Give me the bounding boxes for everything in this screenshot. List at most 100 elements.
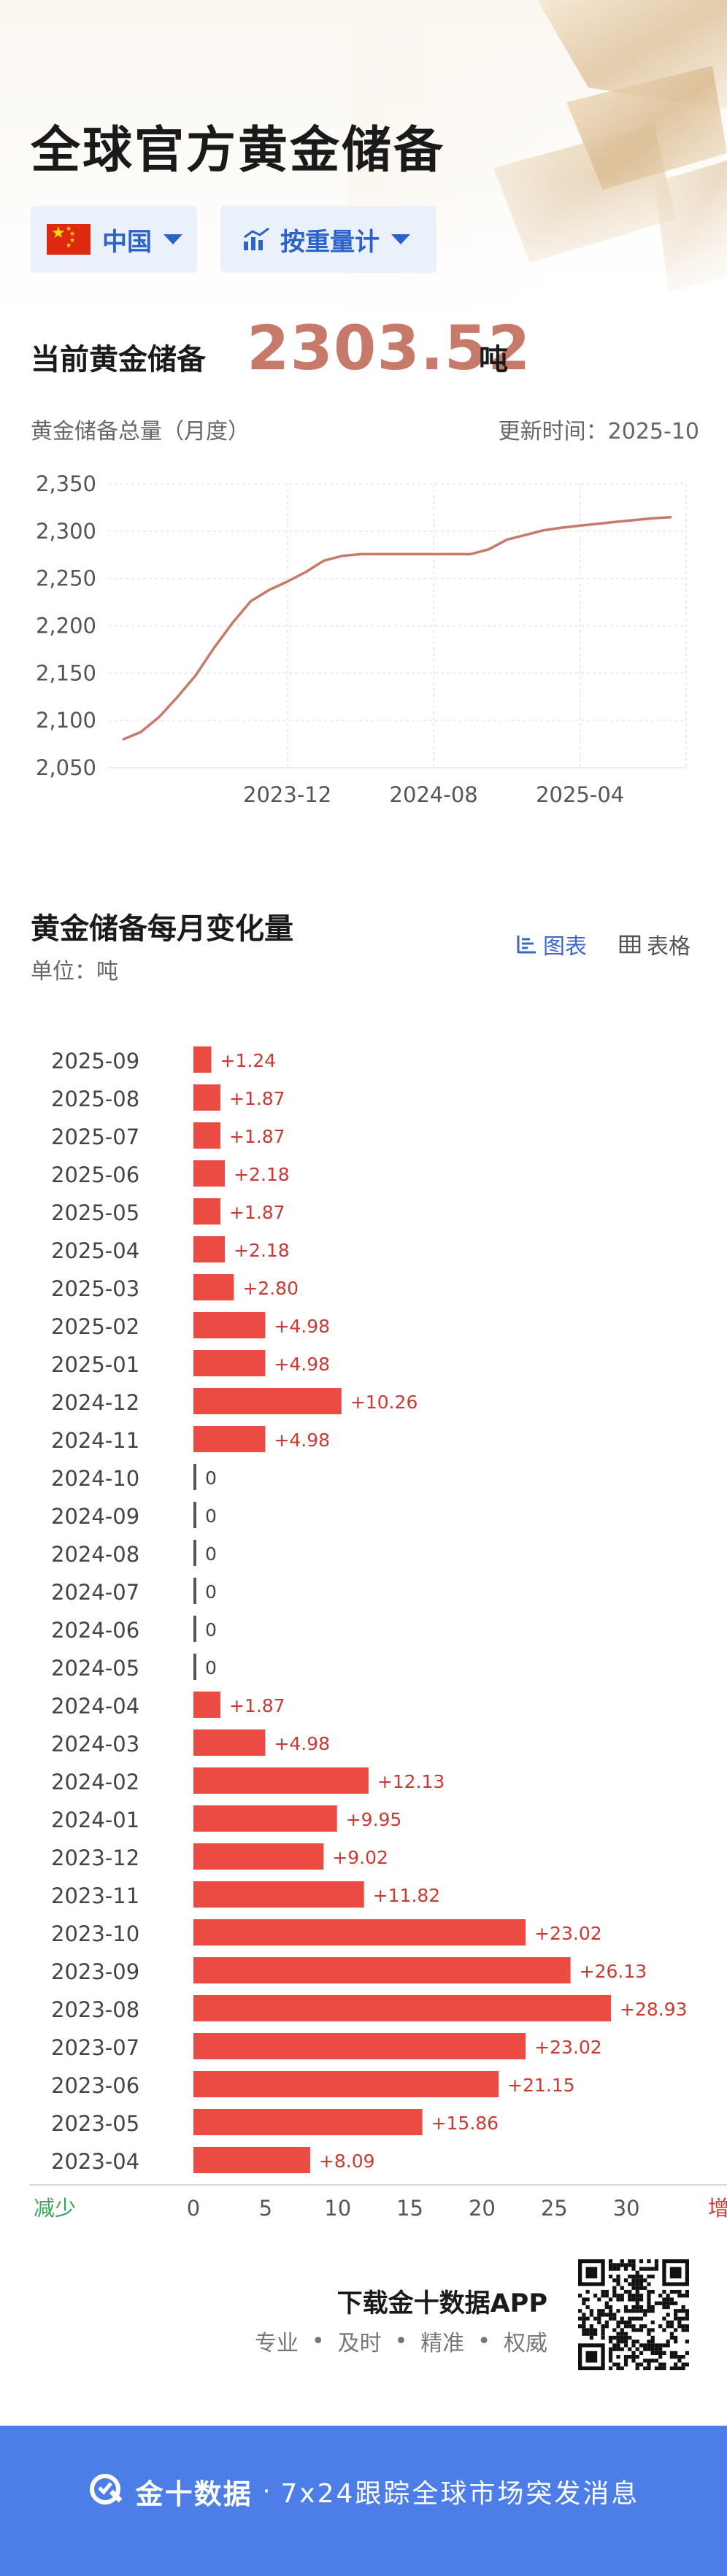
qr-module [608,2267,613,2271]
view-chart-label: 图表 [543,934,587,960]
bar-category-label: 2023-09 [51,1959,139,1984]
qr-module [623,2278,628,2283]
qr-module [635,2305,639,2310]
reserve-total-line [122,515,672,741]
qr-module [647,2305,651,2310]
qr-module [647,2309,651,2313]
bar-mark [193,1350,266,1376]
qr-module [601,2313,605,2317]
measure-mode-selector[interactable]: 按重量计 [220,206,436,273]
bar-value-label: +10.26 [350,1392,418,1413]
qr-module [593,2316,598,2321]
bar-category-label: 2023-12 [51,1846,139,1870]
bar-mark [193,1502,196,1528]
bar-mark [193,1995,611,2021]
qr-module [582,2316,586,2321]
qr-module [681,2316,685,2321]
bar-category-label: 2023-10 [51,1921,139,1946]
qr-module [647,2267,651,2271]
qr-module [628,2316,632,2321]
bar-mark [193,1274,234,1300]
qr-module [589,2309,593,2313]
qr-module [616,2362,620,2367]
bar-mark [193,1046,212,1073]
qr-module [666,2313,670,2317]
qr-module [658,2347,663,2351]
qr-module [628,2282,632,2286]
current-reserve-value: 2303.52 [247,312,531,384]
qr-module [658,2294,663,2298]
qr-module [631,2282,636,2286]
monthly-change-title: 黄金储备每月变化量 [31,912,293,946]
qr-module [582,2297,586,2302]
view-table-toggle[interactable]: 表格 [619,928,691,960]
qr-module [643,2286,647,2290]
monthly-change-unit: 单位：吨 [31,959,118,984]
qr-module [662,2362,666,2367]
qr-module [620,2294,624,2298]
qr-module [674,2309,678,2313]
bar-value-label: +4.98 [274,1733,330,1754]
qr-module [612,2362,617,2367]
bar-value-label: +12.13 [377,1771,445,1792]
qr-module [685,2289,689,2294]
bar-mark [193,1236,226,1262]
qr-module [628,2259,632,2264]
qr-module [612,2343,617,2348]
qr-module [608,2347,613,2351]
qr-module [654,2259,659,2264]
bar-value-label: 0 [205,1619,217,1640]
x-tick-label: 0 [187,2196,200,2221]
qr-module [612,2263,617,2267]
qr-module [628,2347,632,2351]
qr-module [658,2343,663,2348]
qr-module [601,2289,605,2294]
qr-module [582,2313,586,2317]
qr-module [635,2301,639,2305]
view-chart-toggle[interactable]: 图表 [515,928,587,960]
qr-module [616,2355,620,2359]
bar-value-label: +8.09 [319,2151,375,2172]
footer-separator: · [262,2477,271,2506]
bar-value-label: +9.02 [332,1847,388,1868]
qr-module [631,2294,636,2298]
bar-mark [193,1616,196,1642]
country-selector[interactable]: ★ ★ ★ ★ ★ 中国 [31,206,197,273]
qr-module [669,2332,674,2336]
y-tick-label: 2,250 [36,566,96,591]
qr-module [620,2259,624,2264]
bar-mark [193,1312,266,1338]
qr-module [604,2313,609,2317]
separator-dot: • [477,2328,491,2354]
bar-mark [193,2071,499,2097]
qr-code-image[interactable] [578,2259,689,2370]
qr-module [612,2289,617,2294]
x-tick-label: 30 [613,2196,640,2221]
qr-module [650,2305,655,2310]
qr-module [685,2362,689,2367]
qr-module [677,2355,682,2359]
bar-category-label: 2024-08 [51,1542,139,1567]
qr-module [628,2320,632,2325]
bar-category-label: 2023-06 [51,2073,139,2098]
qr-module [681,2328,685,2332]
qr-module [674,2313,678,2317]
qr-module [639,2282,644,2286]
y-tick-label: 2,350 [36,471,96,496]
qr-module [623,2362,628,2367]
chevron-down-icon [164,234,182,244]
y-tick-label: 2,150 [36,660,96,685]
qr-module [608,2335,613,2340]
slogan-item: 及时 [337,2331,382,2356]
bar-value-label: +23.02 [534,1923,602,1944]
qr-module [612,2316,617,2321]
qr-module [623,2340,628,2344]
qr-module [616,2347,620,2351]
qr-module [643,2309,647,2313]
qr-module [620,2286,624,2290]
qr-module [631,2259,636,2264]
qr-module [612,2294,617,2298]
bar-mark [193,1881,364,1908]
bar-mark [193,1957,571,1983]
qr-module [650,2351,655,2356]
